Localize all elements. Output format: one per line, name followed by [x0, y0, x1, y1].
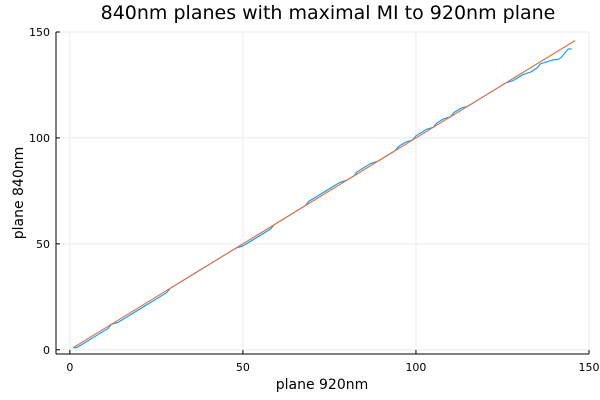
chart-title: 840nm planes with maximal MI to 920nm pl… [101, 2, 556, 24]
x-tick-label: 50 [236, 361, 250, 374]
series-line-measured [73, 48, 572, 349]
y-tick-label: 50 [36, 238, 50, 251]
x-tick-label: 150 [579, 361, 600, 374]
series-line-reference [73, 40, 576, 349]
x-tick-label: 0 [66, 361, 73, 374]
grid [56, 31, 590, 354]
series-lines [73, 40, 576, 349]
y-tick-label: 100 [29, 132, 50, 145]
ticks: 0 50 100 150 0 50 100 150 [29, 26, 600, 374]
x-axis-label: plane 920nm [276, 377, 369, 393]
y-axis-label: plane 840nm [11, 147, 27, 240]
y-tick-label: 0 [43, 344, 50, 357]
y-tick-label: 150 [29, 26, 50, 39]
x-tick-label: 100 [405, 361, 426, 374]
